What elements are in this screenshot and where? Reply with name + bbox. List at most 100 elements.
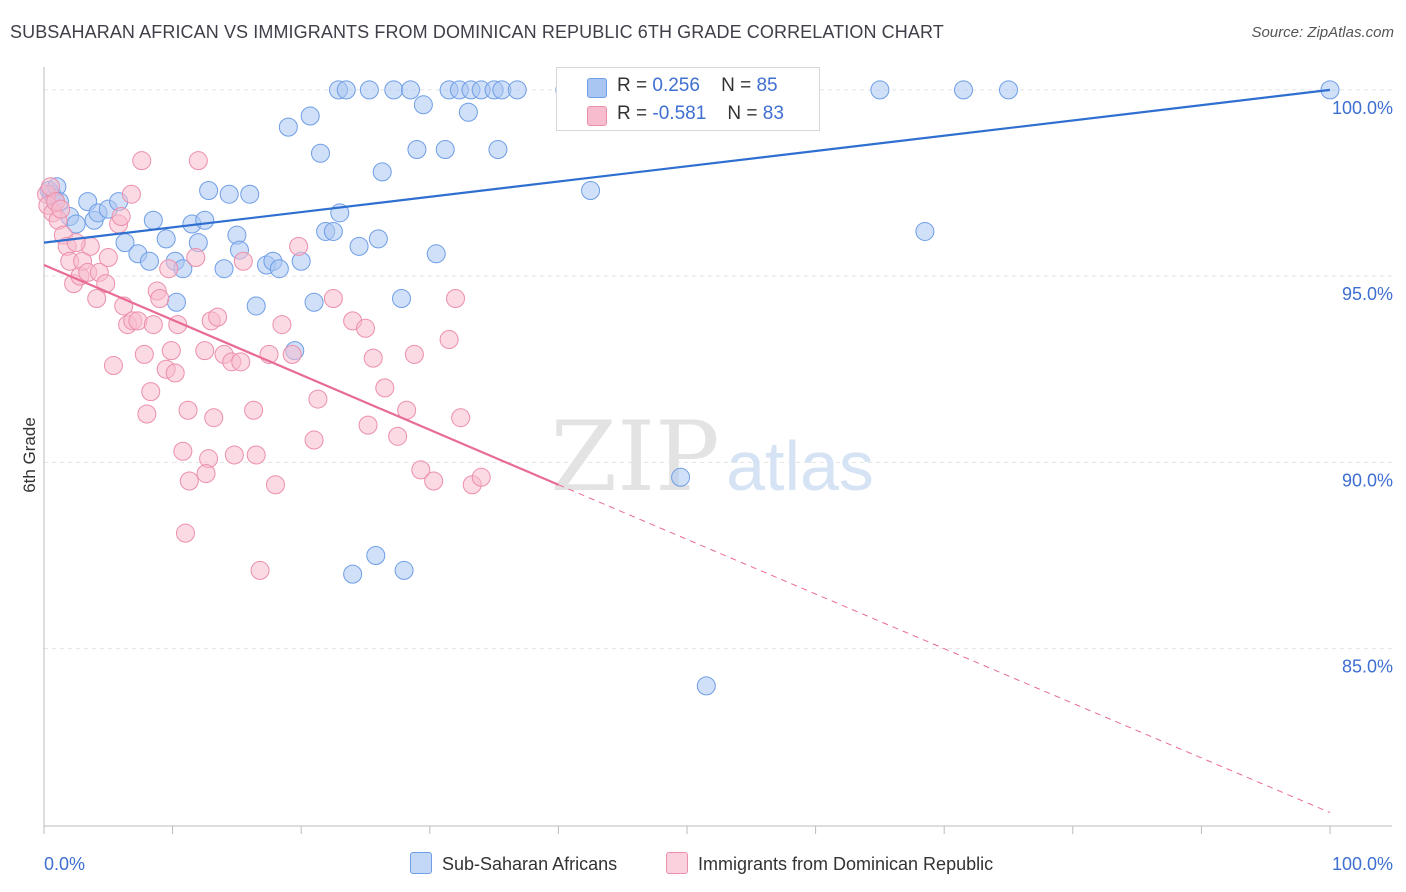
point-dominican bbox=[411, 460, 431, 480]
x-tick-label: 100.0% bbox=[1332, 854, 1393, 874]
point-dominican bbox=[175, 523, 195, 543]
point-dominican bbox=[250, 560, 270, 580]
trend-lines bbox=[43, 88, 1331, 814]
x-tick-label: 0.0% bbox=[44, 854, 85, 874]
point-dominican bbox=[196, 464, 216, 484]
point-subsaharan bbox=[392, 289, 412, 308]
y-tick-label: 90.0% bbox=[1342, 470, 1393, 490]
point-subsaharan bbox=[368, 229, 388, 249]
point-dominican bbox=[358, 415, 378, 435]
point-dominican bbox=[439, 329, 459, 349]
legend-swatch-pink bbox=[587, 106, 607, 126]
point-dominican bbox=[121, 184, 141, 204]
bottom-legend-swatch-pink bbox=[666, 852, 688, 874]
legend-n-label: N = bbox=[727, 103, 758, 124]
point-subsaharan bbox=[246, 296, 266, 316]
legend-row-series1: R = 0.256 N = 85 bbox=[557, 72, 819, 100]
point-dominican bbox=[308, 389, 328, 409]
point-subsaharan bbox=[269, 259, 289, 279]
point-subsaharan bbox=[166, 292, 186, 312]
chart-title: SUBSAHARAN AFRICAN VS IMMIGRANTS FROM DO… bbox=[10, 22, 944, 42]
point-subsaharan bbox=[143, 210, 163, 230]
trend-line-dominican bbox=[43, 263, 559, 486]
point-dominican bbox=[87, 289, 107, 308]
bottom-legend-series2: Immigrants from Dominican Republic bbox=[666, 852, 993, 875]
point-subsaharan bbox=[310, 143, 330, 163]
y-tick-labels: 100.0% 95.0% 90.0% 85.0% bbox=[1332, 98, 1393, 677]
point-subsaharan bbox=[407, 140, 427, 159]
point-dominican bbox=[150, 289, 170, 308]
legend-r-label: R = bbox=[617, 75, 648, 96]
point-dominican bbox=[186, 248, 206, 268]
point-dominican bbox=[289, 236, 309, 256]
point-subsaharan bbox=[696, 676, 716, 696]
point-dominican bbox=[208, 307, 228, 327]
point-subsaharan bbox=[384, 80, 404, 100]
point-subsaharan bbox=[413, 95, 433, 115]
point-subsaharan bbox=[435, 140, 455, 159]
point-subsaharan bbox=[156, 229, 176, 249]
point-dominican bbox=[304, 430, 324, 450]
point-subsaharan bbox=[139, 251, 159, 271]
point-dominican bbox=[451, 408, 471, 428]
point-dominican bbox=[404, 344, 424, 364]
trend-line-subsaharan bbox=[43, 88, 1331, 244]
point-subsaharan bbox=[278, 117, 298, 137]
point-subsaharan bbox=[401, 80, 421, 100]
point-dominican bbox=[161, 341, 181, 361]
legend-r-label: R = bbox=[617, 103, 648, 124]
point-dominican bbox=[204, 408, 224, 428]
trend-line-dominican bbox=[558, 484, 1331, 814]
watermark-zip: ZIP bbox=[550, 401, 719, 513]
point-dominican bbox=[323, 289, 343, 308]
point-subsaharan bbox=[336, 80, 356, 100]
legend-n-label: N = bbox=[721, 75, 752, 96]
point-dominican bbox=[103, 356, 123, 376]
point-subsaharan bbox=[349, 236, 369, 256]
source-label: Source: ZipAtlas.com bbox=[1251, 24, 1394, 41]
point-dominican bbox=[141, 382, 161, 402]
point-subsaharan bbox=[66, 214, 86, 234]
point-subsaharan bbox=[426, 244, 446, 264]
legend-r-value: 0.256 bbox=[652, 75, 700, 96]
point-dominican bbox=[388, 426, 408, 446]
legend-r-value: -0.581 bbox=[652, 103, 707, 124]
point-dominican bbox=[137, 404, 157, 424]
watermark: ZIP atlas bbox=[550, 401, 874, 513]
point-subsaharan bbox=[372, 162, 392, 182]
bottom-legend-swatch-blue bbox=[410, 852, 432, 874]
watermark-atlas: atlas bbox=[726, 427, 874, 505]
x-tick-labels: 0.0% 100.0% bbox=[44, 854, 1393, 874]
point-subsaharan bbox=[323, 221, 343, 241]
data-points bbox=[37, 80, 1340, 696]
point-subsaharan bbox=[214, 259, 234, 279]
point-subsaharan bbox=[199, 180, 219, 200]
point-dominican bbox=[282, 344, 302, 364]
point-subsaharan bbox=[953, 80, 973, 100]
y-tick-label: 95.0% bbox=[1342, 284, 1393, 304]
point-subsaharan bbox=[671, 467, 691, 487]
point-subsaharan bbox=[195, 210, 215, 230]
point-subsaharan bbox=[219, 184, 239, 204]
legend-box: R = 0.256 N = 85 R = -0.581 N = 83 bbox=[556, 67, 820, 131]
point-subsaharan bbox=[507, 80, 527, 100]
point-dominican bbox=[231, 352, 251, 372]
point-dominican bbox=[471, 467, 491, 487]
point-dominican bbox=[179, 471, 199, 491]
point-dominican bbox=[375, 378, 395, 398]
point-dominican bbox=[363, 348, 383, 368]
point-dominican bbox=[143, 315, 163, 335]
point-dominican bbox=[424, 471, 444, 491]
point-dominican bbox=[98, 248, 118, 268]
point-subsaharan bbox=[999, 80, 1018, 100]
point-dominican bbox=[195, 341, 215, 361]
point-dominican bbox=[96, 274, 116, 294]
point-dominican bbox=[173, 441, 193, 461]
point-dominican bbox=[159, 259, 179, 279]
point-subsaharan bbox=[359, 80, 379, 100]
y-tick-label: 85.0% bbox=[1342, 657, 1393, 677]
legend-n-value: 85 bbox=[756, 75, 778, 96]
point-dominican bbox=[188, 151, 208, 171]
bottom-legend-series1: Sub-Saharan Africans bbox=[410, 852, 617, 875]
